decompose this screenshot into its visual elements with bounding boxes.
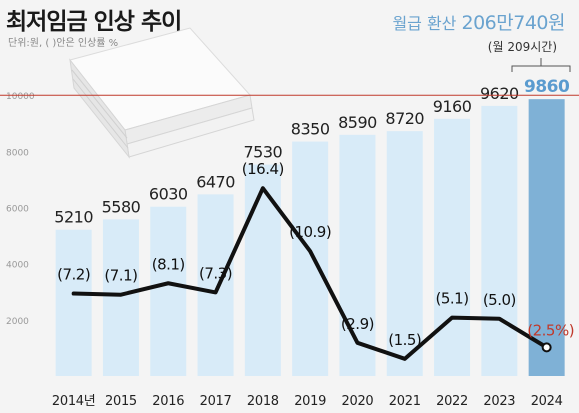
monthly-hours: (월 209시간) [487, 40, 557, 54]
bar-0 [55, 229, 92, 376]
rate-label: (16.4) [242, 160, 284, 178]
monthly-label: 월급 환산 [392, 14, 457, 33]
monthly-value: 206만740원 [461, 12, 566, 34]
bar-4 [244, 164, 281, 376]
x-tick-label: 2022 [436, 394, 468, 409]
rate-label: (8.1) [152, 255, 185, 273]
bar-value-label: 5580 [102, 197, 141, 216]
chart-title: 최저임금 인상 추이 [6, 9, 182, 35]
rate-label: (7.2) [57, 266, 90, 284]
x-tick-label: 2020 [342, 394, 374, 409]
x-tick-label: 2024 [531, 394, 563, 409]
monthly-wage: 월급 환산 206만740원 [392, 8, 565, 35]
bar-value-label: 9620 [480, 84, 519, 103]
paper-stack-illustration [69, 27, 255, 159]
x-tick-label: 2019 [294, 394, 326, 409]
bar-6 [339, 134, 376, 376]
bar-9 [481, 105, 518, 377]
bar-1 [102, 219, 139, 376]
bar-value-label: 6470 [196, 172, 235, 191]
rate-label: (2.5%) [527, 321, 574, 339]
y-tick-label: 4000 [6, 261, 29, 271]
bar-value-label: 9160 [433, 97, 472, 116]
x-tick-label: 2015 [105, 394, 137, 409]
rate-label: (1.5) [388, 331, 421, 349]
bar-value-label: 7530 [243, 143, 282, 162]
rate-label: (2.9) [341, 315, 374, 333]
y-tick-label: 8000 [6, 148, 29, 158]
y-tick-label: 10000 [6, 92, 35, 102]
bar-10 [528, 99, 565, 377]
x-tick-label: 2016 [152, 394, 184, 409]
bar-value-label: 6030 [149, 185, 188, 204]
rate-label: (10.9) [289, 223, 331, 241]
bar-value-label: 8350 [291, 120, 330, 139]
rate-point-latest [541, 342, 552, 353]
bar-value-label: 8590 [338, 113, 377, 132]
bar-3 [197, 194, 234, 376]
rate-label: (5.1) [436, 290, 469, 308]
monthly-bracket [511, 58, 571, 72]
bar-8 [434, 118, 471, 377]
bar-value-label: 8720 [385, 109, 424, 128]
bar-7 [386, 131, 423, 376]
rate-series-line [71, 186, 549, 361]
bar-5 [292, 141, 329, 376]
x-tick-label: 2017 [200, 394, 232, 409]
unit-note: 단위:원, ( )안은 인상률 % [8, 38, 119, 49]
x-tick-label: 2014년 [52, 394, 96, 409]
bar-2 [150, 206, 187, 376]
x-tick-label: 2023 [483, 394, 515, 409]
y-tick-label: 6000 [6, 205, 29, 215]
bar-value-label: 9860 [524, 77, 570, 97]
bar-value-label: 5210 [54, 208, 93, 227]
rate-label: (7.3) [199, 264, 232, 282]
rate-label: (7.1) [104, 267, 137, 285]
x-tick-label: 2018 [247, 394, 279, 409]
x-tick-label: 2021 [389, 394, 421, 409]
rate-label: (5.0) [483, 291, 516, 309]
y-tick-label: 2000 [6, 317, 29, 327]
